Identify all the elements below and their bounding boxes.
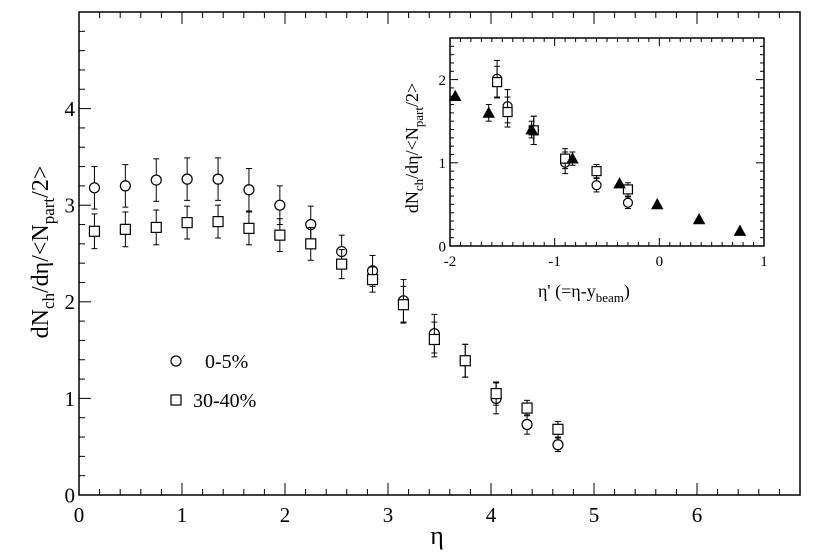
x-tick-label: -2 — [444, 254, 457, 270]
data-point-square — [459, 355, 471, 367]
data-point-square — [274, 229, 286, 241]
data-point-circle — [88, 182, 101, 194]
x-tick-label: 5 — [589, 503, 600, 527]
inset-axes: -2 -1 0 1 0 1 2 — [439, 37, 768, 270]
data-point-circle — [591, 180, 602, 191]
x-tick-label: 2 — [280, 503, 291, 527]
inset-data-marks — [448, 59, 747, 236]
x-tick-label: 6 — [692, 503, 703, 527]
data-point-circle — [243, 184, 255, 196]
data-point-triangle — [525, 123, 538, 135]
main-data-marks — [88, 157, 564, 453]
data-point-square — [88, 225, 101, 237]
data-point-square — [366, 273, 379, 286]
data-point-square — [428, 333, 440, 346]
data-point-circle — [150, 174, 162, 186]
x-tick-label: 0 — [74, 503, 85, 527]
data-point-square — [492, 76, 503, 88]
y-tick-label: 1 — [65, 387, 76, 411]
x-tick-label: 4 — [486, 503, 497, 527]
data-point-triangle — [448, 89, 462, 102]
data-point-triangle — [482, 106, 495, 118]
data-point-circle — [119, 180, 131, 192]
data-point-triangle — [566, 152, 579, 164]
legend-circle-marker — [170, 355, 182, 367]
data-point-square — [212, 216, 224, 228]
data-point-square — [521, 402, 533, 414]
data-point-square — [622, 184, 634, 195]
x-tick-label: 1 — [177, 503, 188, 527]
legend-label-0-5: 0-5% — [205, 351, 248, 373]
data-point-circle — [521, 418, 533, 431]
data-point-circle — [212, 173, 224, 185]
data-point-square — [552, 423, 564, 435]
data-point-square — [181, 216, 193, 229]
data-point-triangle — [733, 224, 747, 236]
data-point-square — [150, 221, 162, 234]
y-tick-label: 3 — [65, 194, 76, 218]
data-point-square — [336, 258, 348, 270]
data-point-square — [119, 223, 131, 235]
data-point-circle — [552, 439, 564, 451]
x-tick-label: 3 — [383, 503, 394, 527]
data-point-square — [591, 166, 602, 177]
data-point-square — [502, 106, 513, 118]
inset-plot-frame — [449, 37, 765, 247]
main-axes: 0 1 2 3 4 5 6 0 1 2 3 4 — [65, 11, 801, 527]
y-tick-label: 2 — [439, 73, 447, 89]
main-x-axis-label: η — [430, 521, 444, 550]
x-tick-label: 0 — [656, 254, 664, 270]
main-y-axis-label: dNch/dη/<Npart/2> — [28, 166, 58, 339]
data-point-triangle — [650, 197, 664, 210]
y-tick-label: 0 — [65, 483, 76, 507]
y-tick-label: 0 — [439, 239, 447, 255]
data-point-square — [397, 299, 410, 311]
y-tick-label: 1 — [439, 156, 447, 172]
data-point-square — [305, 238, 317, 250]
main-plot-frame — [78, 11, 801, 496]
data-point-triangle — [692, 212, 706, 225]
y-tick-label: 4 — [65, 97, 76, 121]
legend-square-marker — [170, 394, 182, 406]
data-point-circle — [181, 173, 193, 185]
inset-y-axis-label: dNch/dη/<Npart/2> — [402, 83, 426, 213]
legend: 0-5% 30-40% — [170, 351, 256, 412]
data-point-square — [490, 387, 502, 400]
data-point-circle — [274, 199, 286, 211]
data-point-circle — [622, 197, 634, 208]
legend-label-30-40: 30-40% — [193, 390, 256, 412]
x-tick-label: 1 — [760, 254, 768, 270]
data-point-square — [243, 222, 255, 234]
data-point-triangle — [613, 177, 626, 189]
inset-x-axis-label: η' (=η-ybeam) — [538, 281, 630, 305]
x-tick-label: -1 — [548, 254, 561, 270]
y-tick-label: 2 — [65, 290, 76, 314]
